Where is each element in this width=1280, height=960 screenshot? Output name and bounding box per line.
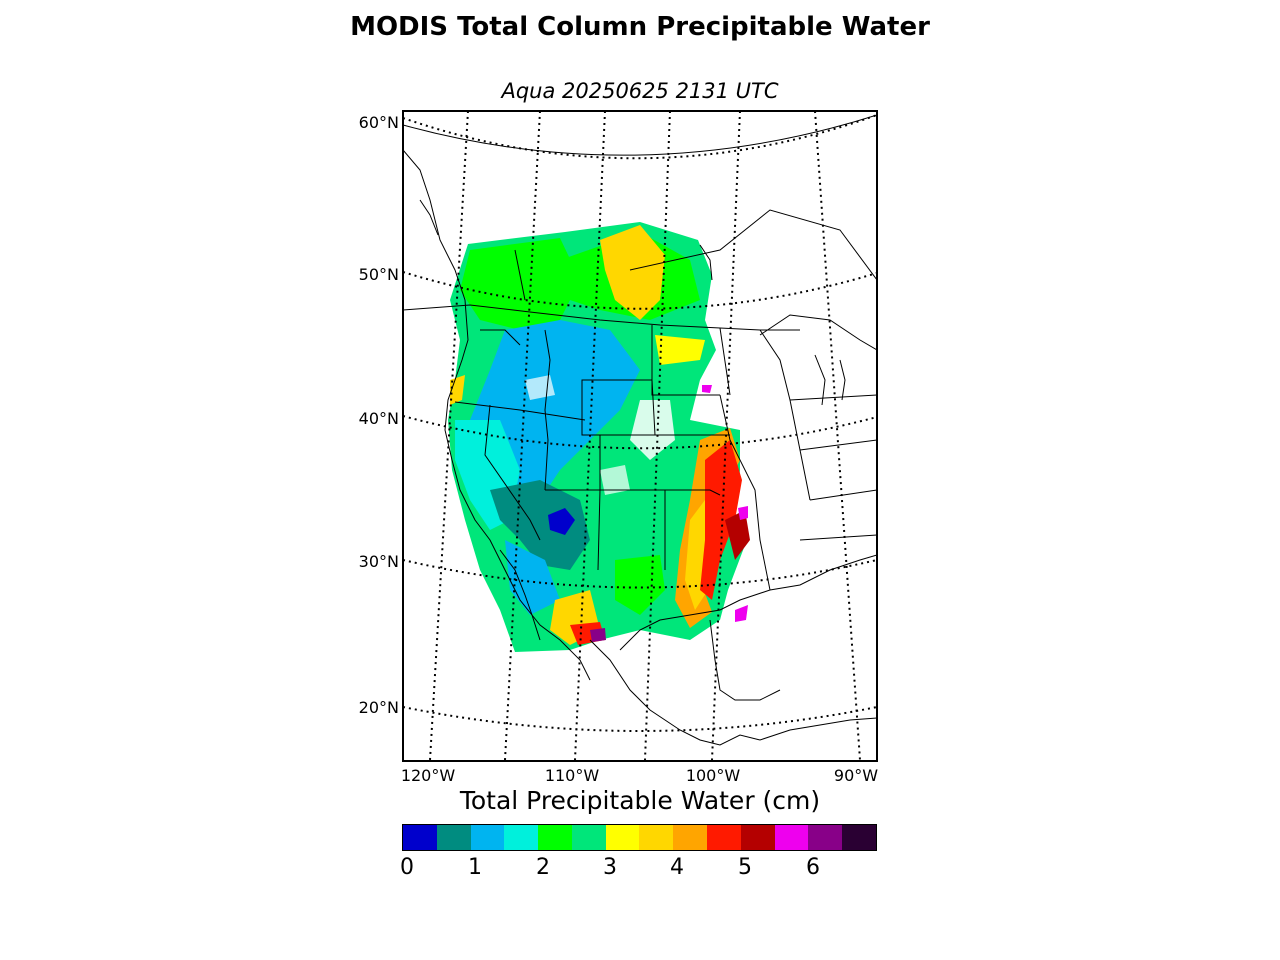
colorbar-segment bbox=[740, 825, 775, 850]
map-content bbox=[403, 111, 877, 761]
map-frame bbox=[402, 110, 878, 762]
colorbar-tick-6: 6 bbox=[806, 855, 820, 880]
colorbar-tick-1: 1 bbox=[468, 855, 482, 880]
colorbar-segment bbox=[842, 825, 876, 850]
colorbar-tick-3: 3 bbox=[603, 855, 617, 880]
colorbar-segment bbox=[538, 825, 572, 850]
colorbar-segment bbox=[605, 825, 640, 850]
chart-title: MODIS Total Column Precipitable Water bbox=[350, 12, 930, 42]
graticule bbox=[403, 111, 877, 761]
colorbar-tick-5: 5 bbox=[738, 855, 752, 880]
colorbar-segment bbox=[571, 825, 606, 850]
lon-label-120w: 120°W bbox=[400, 766, 456, 785]
colorbar-tick-0: 0 bbox=[400, 855, 414, 880]
lat-label-30: 30°N bbox=[358, 552, 399, 571]
colorbar-segment bbox=[470, 825, 505, 850]
colorbar-segment bbox=[639, 825, 674, 850]
colorbar-tick-4: 4 bbox=[670, 855, 684, 880]
colorbar-segment bbox=[403, 825, 437, 850]
coastlines bbox=[403, 114, 877, 746]
water-vapor-field bbox=[448, 222, 750, 652]
colorbar bbox=[402, 824, 877, 851]
colorbar-segment bbox=[673, 825, 708, 850]
lat-label-20: 20°N bbox=[358, 698, 399, 717]
lat-label-40: 40°N bbox=[358, 409, 399, 428]
colorbar-tick-2: 2 bbox=[536, 855, 550, 880]
colorbar-segment bbox=[504, 825, 539, 850]
lat-label-60: 60°N bbox=[358, 113, 399, 132]
lon-label-90w: 90°W bbox=[833, 766, 879, 785]
lat-label-50: 50°N bbox=[358, 265, 399, 284]
lon-label-100w: 100°W bbox=[685, 766, 741, 785]
lon-label-110w: 110°W bbox=[544, 766, 600, 785]
colorbar-title: Total Precipitable Water (cm) bbox=[459, 786, 821, 815]
colorbar-segment bbox=[774, 825, 809, 850]
chart-subtitle: Aqua 20250625 2131 UTC bbox=[501, 79, 779, 103]
colorbar-segment bbox=[436, 825, 471, 850]
colorbar-segment bbox=[808, 825, 843, 850]
colorbar-segment bbox=[707, 825, 741, 850]
